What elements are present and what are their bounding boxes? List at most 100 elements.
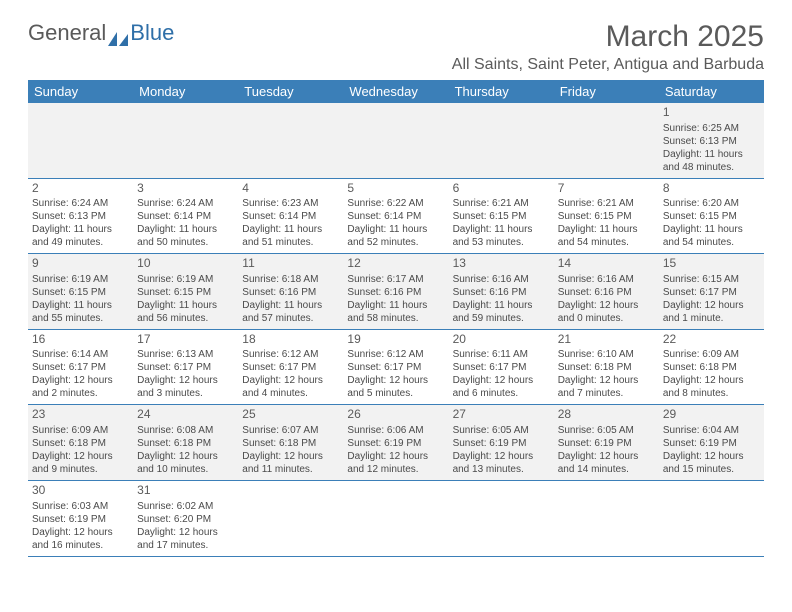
calendar-week: 1Sunrise: 6:25 AMSunset: 6:13 PMDaylight… <box>28 103 764 178</box>
calendar-page: General Blue March 2025 All Saints, Sain… <box>0 0 792 577</box>
day-info-line: and 2 minutes. <box>32 387 129 400</box>
day-info-line: Sunrise: 6:02 AM <box>137 500 234 513</box>
weekday-header: Thursday <box>449 80 554 103</box>
day-info-line: Daylight: 11 hours <box>453 299 550 312</box>
calendar-day-cell <box>343 480 448 556</box>
day-info-line: Daylight: 11 hours <box>347 223 444 236</box>
day-info-line: Sunset: 6:15 PM <box>453 210 550 223</box>
day-info-line: Daylight: 12 hours <box>137 526 234 539</box>
day-info-line: Sunset: 6:16 PM <box>347 286 444 299</box>
day-info-line: Daylight: 12 hours <box>663 299 760 312</box>
day-info-line: Sunrise: 6:22 AM <box>347 197 444 210</box>
calendar-day-cell <box>659 480 764 556</box>
day-number: 12 <box>347 256 444 272</box>
brand-part2: Blue <box>130 20 174 46</box>
calendar-day-cell: 26Sunrise: 6:06 AMSunset: 6:19 PMDayligh… <box>343 405 448 481</box>
day-info-line: Sunrise: 6:23 AM <box>242 197 339 210</box>
day-info-line: Daylight: 12 hours <box>453 450 550 463</box>
day-number: 19 <box>347 332 444 348</box>
calendar-day-cell: 10Sunrise: 6:19 AMSunset: 6:15 PMDayligh… <box>133 254 238 330</box>
day-info-line: Sunrise: 6:17 AM <box>347 273 444 286</box>
day-info-line: Sunset: 6:13 PM <box>663 135 760 148</box>
header: General Blue March 2025 All Saints, Sain… <box>28 20 764 74</box>
day-info-line: and 49 minutes. <box>32 236 129 249</box>
day-info-line: Sunset: 6:17 PM <box>347 361 444 374</box>
day-info-line: Sunrise: 6:04 AM <box>663 424 760 437</box>
day-number: 10 <box>137 256 234 272</box>
calendar-week: 2Sunrise: 6:24 AMSunset: 6:13 PMDaylight… <box>28 178 764 254</box>
day-info-line: and 56 minutes. <box>137 312 234 325</box>
calendar-day-cell: 8Sunrise: 6:20 AMSunset: 6:15 PMDaylight… <box>659 178 764 254</box>
day-info-line: Sunset: 6:16 PM <box>558 286 655 299</box>
day-number: 8 <box>663 181 760 197</box>
day-info-line: Sunset: 6:16 PM <box>453 286 550 299</box>
weekday-header: Sunday <box>28 80 133 103</box>
day-info-line: Daylight: 12 hours <box>558 450 655 463</box>
day-info-line: Daylight: 12 hours <box>558 374 655 387</box>
calendar-day-cell: 18Sunrise: 6:12 AMSunset: 6:17 PMDayligh… <box>238 329 343 405</box>
day-info-line: Sunrise: 6:24 AM <box>137 197 234 210</box>
calendar-day-cell: 6Sunrise: 6:21 AMSunset: 6:15 PMDaylight… <box>449 178 554 254</box>
calendar-day-cell: 20Sunrise: 6:11 AMSunset: 6:17 PMDayligh… <box>449 329 554 405</box>
day-info-line: and 4 minutes. <box>242 387 339 400</box>
day-info-line: and 53 minutes. <box>453 236 550 249</box>
day-number: 28 <box>558 407 655 423</box>
day-info-line: Daylight: 12 hours <box>453 374 550 387</box>
day-info-line: Sunrise: 6:21 AM <box>453 197 550 210</box>
day-number: 15 <box>663 256 760 272</box>
calendar-day-cell <box>238 103 343 178</box>
calendar-day-cell: 14Sunrise: 6:16 AMSunset: 6:16 PMDayligh… <box>554 254 659 330</box>
calendar-day-cell: 9Sunrise: 6:19 AMSunset: 6:15 PMDaylight… <box>28 254 133 330</box>
day-info-line: Sunset: 6:18 PM <box>242 437 339 450</box>
day-info-line: Sunset: 6:18 PM <box>32 437 129 450</box>
day-info-line: Sunset: 6:15 PM <box>663 210 760 223</box>
day-info-line: and 48 minutes. <box>663 161 760 174</box>
day-info-line: Sunset: 6:15 PM <box>558 210 655 223</box>
calendar-week: 30Sunrise: 6:03 AMSunset: 6:19 PMDayligh… <box>28 480 764 556</box>
day-info-line: Daylight: 11 hours <box>137 223 234 236</box>
sail-icon <box>108 26 128 40</box>
day-info-line: Daylight: 12 hours <box>347 450 444 463</box>
weekday-header: Tuesday <box>238 80 343 103</box>
day-info-line: Sunset: 6:17 PM <box>453 361 550 374</box>
day-info-line: Sunrise: 6:11 AM <box>453 348 550 361</box>
day-number: 4 <box>242 181 339 197</box>
day-number: 1 <box>663 105 760 121</box>
calendar-day-cell: 28Sunrise: 6:05 AMSunset: 6:19 PMDayligh… <box>554 405 659 481</box>
location: All Saints, Saint Peter, Antigua and Bar… <box>452 56 764 74</box>
day-info-line: Sunset: 6:16 PM <box>242 286 339 299</box>
day-info-line: Sunrise: 6:16 AM <box>453 273 550 286</box>
calendar-day-cell: 5Sunrise: 6:22 AMSunset: 6:14 PMDaylight… <box>343 178 448 254</box>
day-info-line: Sunrise: 6:05 AM <box>558 424 655 437</box>
calendar-day-cell <box>238 480 343 556</box>
weekday-header: Friday <box>554 80 659 103</box>
weekday-header: Wednesday <box>343 80 448 103</box>
calendar-day-cell: 3Sunrise: 6:24 AMSunset: 6:14 PMDaylight… <box>133 178 238 254</box>
day-info-line: Sunrise: 6:10 AM <box>558 348 655 361</box>
calendar-table: SundayMondayTuesdayWednesdayThursdayFrid… <box>28 80 764 557</box>
day-info-line: and 5 minutes. <box>347 387 444 400</box>
calendar-day-cell: 11Sunrise: 6:18 AMSunset: 6:16 PMDayligh… <box>238 254 343 330</box>
day-info-line: Sunset: 6:17 PM <box>242 361 339 374</box>
day-info-line: Sunrise: 6:03 AM <box>32 500 129 513</box>
day-number: 14 <box>558 256 655 272</box>
day-info-line: and 12 minutes. <box>347 463 444 476</box>
day-info-line: Daylight: 12 hours <box>663 374 760 387</box>
day-info-line: Sunrise: 6:19 AM <box>32 273 129 286</box>
day-info-line: and 1 minute. <box>663 312 760 325</box>
day-number: 6 <box>453 181 550 197</box>
calendar-day-cell: 23Sunrise: 6:09 AMSunset: 6:18 PMDayligh… <box>28 405 133 481</box>
calendar-day-cell: 25Sunrise: 6:07 AMSunset: 6:18 PMDayligh… <box>238 405 343 481</box>
calendar-day-cell: 15Sunrise: 6:15 AMSunset: 6:17 PMDayligh… <box>659 254 764 330</box>
day-number: 27 <box>453 407 550 423</box>
day-info-line: Sunrise: 6:07 AM <box>242 424 339 437</box>
day-info-line: and 14 minutes. <box>558 463 655 476</box>
day-info-line: and 17 minutes. <box>137 539 234 552</box>
day-number: 29 <box>663 407 760 423</box>
day-info-line: Sunset: 6:19 PM <box>32 513 129 526</box>
day-number: 23 <box>32 407 129 423</box>
day-info-line: Daylight: 12 hours <box>347 374 444 387</box>
day-info-line: Sunset: 6:15 PM <box>32 286 129 299</box>
calendar-day-cell: 19Sunrise: 6:12 AMSunset: 6:17 PMDayligh… <box>343 329 448 405</box>
day-number: 22 <box>663 332 760 348</box>
